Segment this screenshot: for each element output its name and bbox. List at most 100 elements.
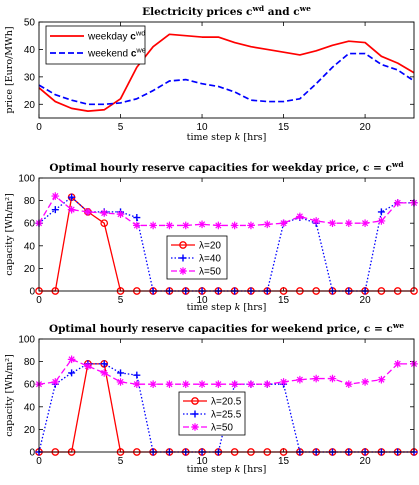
- data-point-marker: [100, 360, 108, 368]
- data-point-marker: [133, 214, 141, 222]
- data-point-marker: [191, 410, 199, 418]
- x-axis-label: time step k [hrs]: [187, 464, 267, 475]
- data-point-marker: [377, 208, 385, 216]
- data-point-marker: [133, 221, 141, 230]
- plot-frame: [38, 338, 415, 453]
- data-point-marker: [179, 241, 187, 249]
- legend-box: [166, 235, 228, 280]
- data-point-marker: [328, 219, 337, 227]
- data-point-marker: [214, 221, 223, 230]
- y-axis-label: capacity [Wh/m²]: [4, 193, 15, 276]
- plot-frame: [38, 21, 415, 119]
- x-axis-label-variable: k: [235, 302, 241, 313]
- x-axis-label-text: [hrs]: [240, 302, 266, 313]
- x-tick-label: 0: [36, 456, 42, 467]
- y-tick-label: 60: [24, 219, 36, 230]
- data-point-marker: [214, 380, 223, 388]
- data-point-marker: [296, 212, 304, 221]
- legend-label-superscript: we: [135, 46, 146, 55]
- data-point-marker: [117, 369, 125, 377]
- x-axis-label: time step k [hrs]: [187, 302, 267, 313]
- y-tick-label: 20: [24, 425, 36, 436]
- legend-box: [45, 25, 146, 65]
- x-tick-label: 15: [278, 295, 290, 306]
- data-point-marker: [263, 220, 272, 229]
- legend: λ=20 λ=40 λ=50: [166, 235, 228, 280]
- title-superscript: wd: [251, 4, 264, 13]
- data-point-marker: [377, 217, 386, 225]
- y-tick-label: 0: [29, 287, 35, 298]
- x-axis-label-text: time step: [187, 464, 235, 475]
- title-superscript: we: [299, 4, 311, 13]
- legend-label-symbol: c: [131, 49, 137, 60]
- data-point-marker: [328, 374, 337, 383]
- data-point-marker: [191, 397, 199, 405]
- data-point-marker: [191, 423, 199, 431]
- chart-title: Optimal hourly reserve capacities for we…: [49, 160, 404, 174]
- data-point-marker: [312, 217, 320, 225]
- legend-label: λ=20.5: [211, 397, 242, 408]
- data-point-marker: [393, 199, 402, 207]
- plot-frame: [38, 177, 415, 292]
- x-axis-label-variable: k: [235, 464, 241, 475]
- data-point-marker: [67, 205, 76, 214]
- data-point-marker: [230, 221, 239, 230]
- title-symbol: c: [386, 323, 392, 335]
- title-text: and: [264, 6, 293, 18]
- title-symbol: c: [385, 162, 391, 174]
- title-symbol: c: [364, 323, 370, 335]
- title-symbol: c: [363, 162, 369, 174]
- data-point-marker: [149, 221, 157, 230]
- data-point-marker: [165, 380, 174, 388]
- weekend-capacity-chart-panel: 0 5 10 15 20 0 20 40 60 80 100 Optimal hourly reser…: [4, 321, 418, 475]
- chart-title: Electricity prices cwd and cwe: [142, 4, 311, 18]
- x-tick-label: 10: [196, 122, 208, 133]
- x-tick-label: 5: [118, 295, 124, 306]
- x-tick-label: 0: [36, 295, 42, 306]
- data-point-marker: [198, 380, 206, 388]
- data-point-marker: [100, 369, 109, 377]
- series-2: [35, 355, 418, 388]
- data-point-marker: [149, 380, 157, 388]
- legend-label: weekend cwe: [87, 46, 146, 60]
- series-line: [38, 358, 414, 385]
- data-point-marker: [344, 219, 353, 227]
- x-tick-label: 15: [278, 456, 290, 467]
- data-point-marker: [361, 378, 369, 386]
- legend-label: λ=20: [199, 241, 221, 252]
- data-point-marker: [116, 378, 125, 386]
- data-point-marker: [181, 221, 190, 230]
- chart-title: Optimal hourly reserve capacities for we…: [49, 321, 404, 335]
- y-axis-label: capacity [Wh/m²]: [4, 354, 15, 437]
- y-tick-label: 20: [24, 100, 36, 111]
- legend-label-text: weekend: [87, 49, 131, 60]
- data-point-marker: [377, 375, 386, 384]
- title-text: Optimal hourly reserve capacities for we…: [49, 323, 364, 335]
- data-point-marker: [133, 380, 141, 388]
- data-point-marker: [393, 360, 402, 368]
- data-point-marker: [263, 380, 272, 388]
- data-point-marker: [67, 355, 76, 364]
- x-axis-label-text: [hrs]: [240, 464, 266, 475]
- legend-label: λ=25.5: [211, 410, 242, 421]
- data-point-marker: [51, 192, 60, 200]
- y-tick-label: 0: [29, 448, 35, 459]
- legend-label: weekday cwd: [87, 29, 145, 43]
- legend-label: λ=50: [199, 267, 221, 278]
- data-point-marker: [312, 374, 320, 383]
- legend-label-text: weekday: [87, 32, 130, 43]
- x-tick-label: 5: [118, 456, 124, 467]
- series-line: [38, 33, 415, 112]
- title-text: =: [369, 162, 385, 174]
- legend-label-symbol: c: [130, 32, 136, 43]
- title-symbol: c: [246, 6, 252, 18]
- x-axis-label-text: time step: [187, 132, 235, 143]
- x-axis-label: time step k [hrs]: [187, 132, 267, 143]
- data-point-marker: [230, 380, 239, 388]
- legend: λ=20.5 λ=25.5 λ=50: [178, 391, 246, 436]
- x-tick-label: 20: [360, 456, 372, 467]
- y-tick-label: 40: [24, 45, 36, 56]
- series-line: [38, 52, 415, 106]
